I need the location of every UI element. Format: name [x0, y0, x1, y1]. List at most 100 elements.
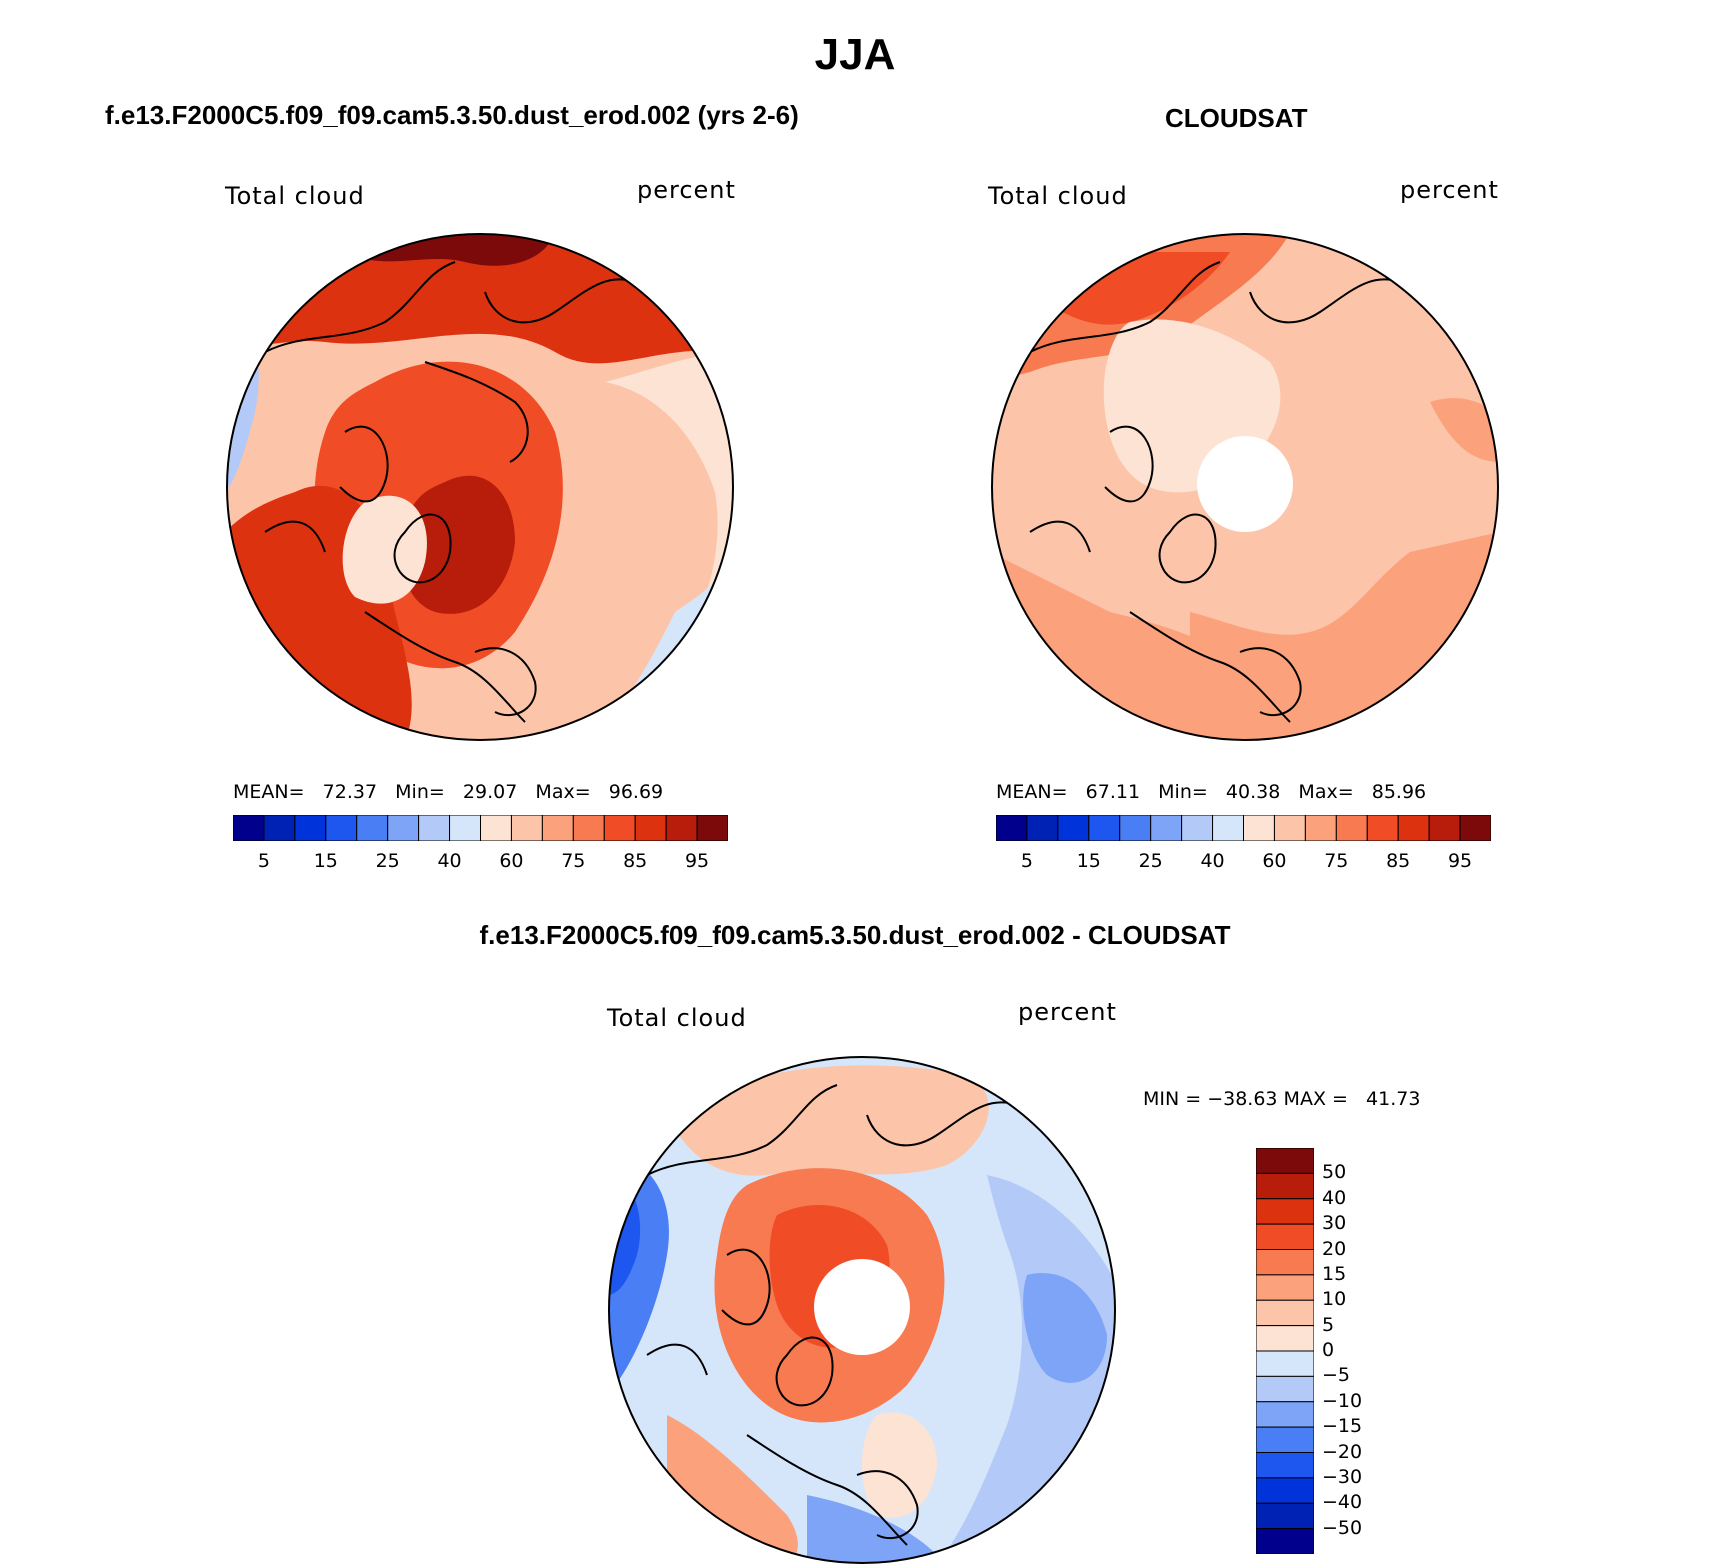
panel-3-colorbar-swatches [1255, 1147, 1315, 1555]
colorbar-swatch [1397, 814, 1430, 842]
colorbar-swatch [1255, 1147, 1315, 1174]
colorbar-tick-label: 95 [1447, 850, 1473, 872]
colorbar-tick-label: 50 [1322, 1161, 1347, 1184]
panel-3-units-label: percent [1018, 998, 1117, 1026]
panel-3-colorbar-labels: 50 40 30 20 15 10 5 0 −5 −10 −15 −20 −30… [1322, 1148, 1402, 1554]
colorbar-swatch [480, 814, 512, 842]
panel-2-colorbar [995, 814, 1492, 842]
colorbar-swatch [1057, 814, 1090, 842]
panel-2-units-label: percent [1400, 176, 1499, 204]
colorbar-tick-label: 40 [1200, 850, 1225, 872]
colorbar-tick-label: 25 [375, 850, 400, 872]
colorbar-swatch [572, 814, 605, 842]
colorbar-tick-label: −30 [1322, 1465, 1363, 1488]
panel-2-variable-label: Total cloud [988, 182, 1128, 210]
panel-1-stats: MEAN= 72.37 Min= 29.07 Max= 96.69 [233, 781, 664, 803]
colorbar-swatch [1243, 814, 1275, 842]
colorbar-tick-label: −20 [1322, 1440, 1363, 1463]
colorbar-swatch [1255, 1198, 1315, 1225]
colorbar-tick-label: 10 [1322, 1288, 1347, 1311]
colorbar-tick-label: −40 [1322, 1491, 1363, 1514]
panel-2-map [991, 233, 1499, 741]
panel-2-colorbar-swatches [995, 814, 1492, 842]
colorbar-swatch [510, 814, 543, 842]
colorbar-swatch [1255, 1426, 1315, 1453]
colorbar-swatch [541, 814, 574, 842]
colorbar-tick-label: 20 [1322, 1237, 1347, 1260]
colorbar-swatch [325, 814, 358, 842]
colorbar-tick-label: 60 [499, 850, 524, 872]
figure-title: JJA [814, 30, 896, 79]
colorbar-swatch [1181, 814, 1214, 842]
colorbar-tick-label: 95 [684, 850, 710, 872]
colorbar-swatch [1212, 814, 1244, 842]
colorbar-tick-label: 0 [1322, 1339, 1335, 1361]
colorbar-swatch [1335, 814, 1368, 842]
colorbar-swatch [1255, 1274, 1315, 1301]
colorbar-swatch [232, 814, 265, 842]
colorbar-swatch [634, 814, 667, 842]
colorbar-tick-label: 85 [1386, 850, 1411, 872]
colorbar-tick-label: 85 [623, 850, 648, 872]
panel-1-variable-label: Total cloud [225, 182, 365, 210]
colorbar-swatch [1088, 814, 1121, 842]
colorbar-swatch [1255, 1452, 1315, 1479]
colorbar-swatch [1255, 1172, 1315, 1200]
panel-2-colorbar-labels: 5 15 25 40 60 75 85 95 [996, 850, 1491, 874]
colorbar-tick-label: 40 [437, 850, 462, 872]
colorbar-tick-label: 25 [1138, 850, 1163, 872]
colorbar-tick-label: −50 [1322, 1516, 1363, 1539]
panel-1-map [226, 233, 734, 741]
colorbar-tick-label: 60 [1262, 850, 1287, 872]
colorbar-swatch [1255, 1375, 1315, 1403]
colorbar-swatch [1255, 1223, 1315, 1250]
panel-3-stats: MIN = −38.63 MAX = 41.73 [1143, 1088, 1421, 1110]
colorbar-swatch [449, 814, 481, 842]
colorbar-swatch [1255, 1249, 1315, 1276]
colorbar-swatch [1273, 814, 1306, 842]
colorbar-tick-label: 15 [1322, 1262, 1347, 1285]
colorbar-swatch [1255, 1528, 1315, 1555]
panel-1-colorbar-labels: 5 15 25 40 60 75 85 95 [233, 850, 728, 874]
colorbar-tick-label: 40 [1322, 1186, 1347, 1209]
panel-3-colorbar [1255, 1147, 1315, 1555]
panel-3-variable-label: Total cloud [607, 1004, 747, 1032]
colorbar-swatch [1459, 814, 1492, 842]
colorbar-swatch [696, 814, 729, 842]
panel-2-stats: MEAN= 67.11 Min= 40.38 Max= 85.96 [996, 781, 1427, 803]
colorbar-tick-label: 15 [313, 850, 338, 872]
panel-1-units-label: percent [637, 176, 736, 204]
colorbar-swatch [1026, 814, 1059, 842]
colorbar-tick-label: 75 [561, 850, 586, 872]
colorbar-swatch [1150, 814, 1183, 842]
panel-3-map [608, 1056, 1116, 1564]
colorbar-swatch [1255, 1325, 1315, 1352]
colorbar-swatch [1428, 814, 1461, 842]
colorbar-swatch [1255, 1502, 1315, 1530]
panel-2-title: CLOUDSAT [1165, 103, 1308, 133]
colorbar-swatch [1255, 1401, 1315, 1428]
colorbar-swatch [1255, 1477, 1315, 1504]
panel-3-title: f.e13.F2000C5.f09_f09.cam5.3.50.dust_ero… [479, 920, 1231, 950]
colorbar-swatch [387, 814, 420, 842]
panel-1-colorbar-swatches [232, 814, 729, 842]
colorbar-tick-label: 5 [257, 850, 270, 872]
panel-3-pole-mask [814, 1259, 910, 1355]
colorbar-swatch [418, 814, 451, 842]
colorbar-tick-label: −15 [1322, 1415, 1363, 1438]
colorbar-tick-label: 75 [1324, 850, 1349, 872]
colorbar-tick-label: −10 [1322, 1389, 1363, 1412]
colorbar-swatch [1366, 814, 1399, 842]
colorbar-tick-label: 5 [1322, 1313, 1335, 1336]
colorbar-swatch [1255, 1299, 1315, 1327]
panel-1-title: f.e13.F2000C5.f09_f09.cam5.3.50.dust_ero… [105, 100, 799, 130]
colorbar-swatch [1304, 814, 1337, 842]
colorbar-tick-label: 15 [1076, 850, 1101, 872]
panel-1-colorbar [232, 814, 729, 842]
colorbar-swatch [1119, 814, 1152, 842]
colorbar-swatch [603, 814, 636, 842]
colorbar-swatch [294, 814, 327, 842]
colorbar-swatch [356, 814, 389, 842]
colorbar-swatch [665, 814, 698, 842]
colorbar-swatch [263, 814, 296, 842]
